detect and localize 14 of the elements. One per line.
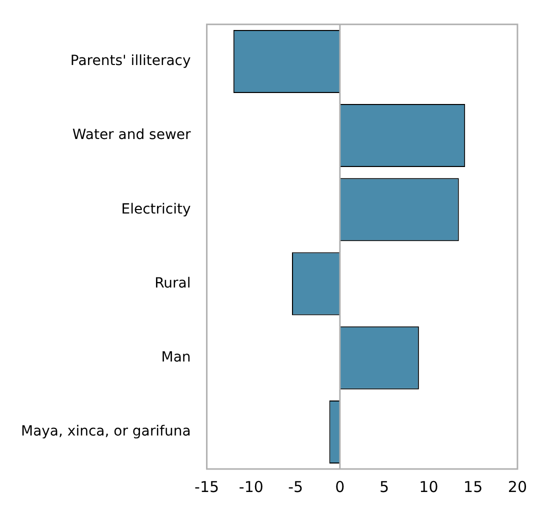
y-tick-label: Maya, xinca, or garifuna [20, 424, 191, 440]
x-tick-label: 0 [335, 478, 345, 496]
x-tick-label: -10 [238, 478, 264, 496]
x-tick-label: 15 [464, 478, 483, 496]
x-tick-label: 5 [380, 478, 390, 496]
y-tick-label: Parents' illiteracy [70, 53, 191, 70]
x-tick-label: -5 [288, 478, 304, 496]
y-tick-label: Rural [154, 275, 191, 292]
x-tick-label: 20 [508, 478, 528, 496]
y-tick-label: Water and sewer [72, 127, 192, 144]
y-tick-label: Electricity [121, 201, 191, 218]
x-tick-label: -15 [194, 478, 220, 496]
y-tick-label: Man [161, 349, 191, 366]
x-tick-label: 10 [419, 478, 438, 496]
